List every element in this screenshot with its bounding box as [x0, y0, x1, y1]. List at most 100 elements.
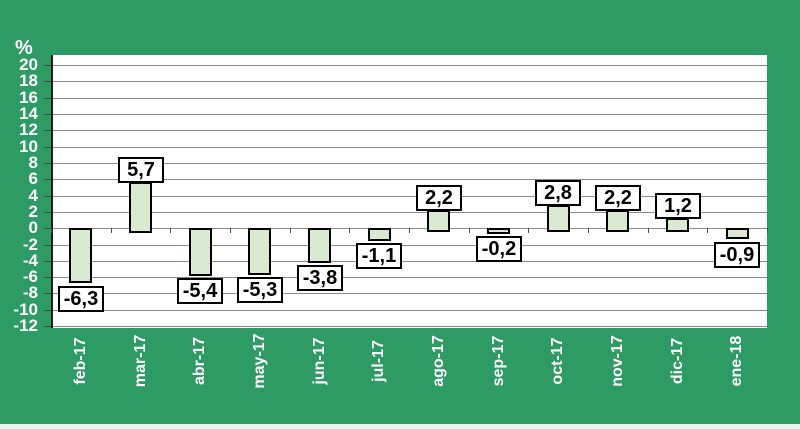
category-tick-mark: [588, 228, 589, 233]
gridline: [51, 98, 767, 99]
y-axis-title: %: [15, 37, 33, 59]
y-tick-mark: [44, 228, 51, 229]
bar-oct-17: [547, 205, 570, 232]
bar-nov-17: [606, 210, 629, 232]
gridline: [51, 179, 767, 180]
gridline: [51, 196, 767, 197]
x-label-may-17: may-17: [251, 333, 268, 389]
data-label-feb-17: -6,3: [58, 286, 104, 312]
gridline: [51, 326, 767, 327]
x-label-nov-17: nov-17: [609, 335, 626, 387]
y-tick-mark: [44, 261, 51, 262]
x-label-mar-17: mar-17: [132, 334, 149, 388]
x-label-sep-17: sep-17: [490, 335, 507, 387]
y-tick-label: -4: [22, 251, 38, 270]
y-tick-label: 18: [19, 71, 38, 90]
y-tick-mark: [44, 65, 51, 66]
data-label-may-17: -5,3: [237, 277, 283, 303]
y-tick-mark: [44, 310, 51, 311]
data-label-ene-18: -0,9: [714, 242, 760, 268]
x-label-abr-17: abr-17: [191, 336, 208, 386]
category-tick-mark: [349, 228, 350, 233]
gridline: [51, 147, 767, 148]
bar-ene-18: [726, 228, 749, 239]
y-tick-mark: [44, 179, 51, 180]
bar-mar-17: [129, 182, 152, 233]
y-tick-label: -12: [13, 316, 38, 335]
category-tick-mark: [111, 228, 112, 233]
y-tick-label: -10: [13, 300, 38, 319]
y-tick-label: 14: [19, 104, 38, 123]
gridline: [51, 130, 767, 131]
gridline: [51, 163, 767, 164]
y-tick-mark: [44, 212, 51, 213]
category-tick-mark: [767, 228, 768, 233]
category-tick-mark: [528, 228, 529, 233]
bottom-edge-strip: [0, 424, 800, 429]
data-label-jun-17: -3,8: [297, 265, 343, 291]
y-axis-line: [51, 55, 53, 328]
bar-jul-17: [368, 228, 391, 241]
y-tick-mark: [44, 163, 51, 164]
y-tick-mark: [44, 114, 51, 115]
y-tick-mark: [44, 81, 51, 82]
bar-jun-17: [308, 228, 331, 263]
y-tick-mark: [44, 277, 51, 278]
bar-feb-17: [69, 228, 92, 283]
bar-ago-17: [427, 210, 450, 232]
category-tick-mark: [469, 228, 470, 233]
data-label-ago-17: 2,2: [416, 185, 462, 211]
x-label-feb-17: feb-17: [72, 337, 89, 385]
gridline: [51, 81, 767, 82]
x-label-oct-17: oct-17: [549, 337, 566, 385]
gridline: [51, 293, 767, 294]
category-tick-mark: [290, 228, 291, 233]
data-label-dic-17: 1,2: [655, 193, 701, 219]
y-tick-label: 4: [28, 186, 38, 205]
bar-may-17: [248, 228, 271, 275]
y-tick-mark: [44, 326, 51, 327]
y-tick-label: -8: [22, 283, 38, 302]
data-label-mar-17: 5,7: [118, 157, 164, 183]
y-tick-label: 16: [19, 88, 38, 107]
y-tick-label: 2: [28, 202, 38, 221]
x-label-jul-17: jul-17: [370, 340, 387, 382]
gridline: [51, 310, 767, 311]
y-tick-label: -6: [22, 267, 38, 286]
y-tick-mark: [44, 98, 51, 99]
y-tick-label: 6: [28, 169, 38, 188]
category-tick-mark: [409, 228, 410, 233]
plot-area: -6,3 5,7 -5,4 -5,3 -3,8 -1,1 2,2 -0,2 2,8 2,2 1,2-…: [51, 55, 768, 328]
x-label-dic-17: dic-17: [669, 337, 686, 385]
x-label-jun-17: jun-17: [311, 337, 328, 385]
y-tick-mark: [44, 245, 51, 246]
x-label-ago-17: ago-17: [430, 335, 447, 387]
bar-abr-17: [189, 228, 212, 276]
y-tick-label: 10: [19, 137, 38, 156]
bar-dic-17: [666, 218, 689, 232]
x-label-ene-18: ene-18: [728, 335, 745, 387]
category-tick-mark: [648, 228, 649, 233]
y-tick-mark: [44, 196, 51, 197]
gridline: [51, 277, 767, 278]
data-label-sep-17: -0,2: [476, 236, 522, 262]
gridline: [51, 65, 767, 66]
y-tick-label: -2: [22, 235, 38, 254]
y-tick-label: 12: [19, 120, 38, 139]
data-label-jul-17: -1,1: [356, 243, 402, 269]
y-tick-mark: [44, 293, 51, 294]
bar-sep-17: [487, 228, 510, 234]
gridline: [51, 212, 767, 213]
data-label-nov-17: 2,2: [595, 185, 641, 211]
gridline: [51, 261, 767, 262]
y-tick-mark: [44, 130, 51, 131]
y-tick-label: 0: [28, 218, 38, 237]
data-label-abr-17: -5,4: [177, 278, 223, 304]
category-tick-mark: [707, 228, 708, 233]
gridline: [51, 114, 767, 115]
y-tick-mark: [44, 147, 51, 148]
category-tick-mark: [230, 228, 231, 233]
category-tick-mark: [170, 228, 171, 233]
data-label-oct-17: 2,8: [535, 180, 581, 206]
